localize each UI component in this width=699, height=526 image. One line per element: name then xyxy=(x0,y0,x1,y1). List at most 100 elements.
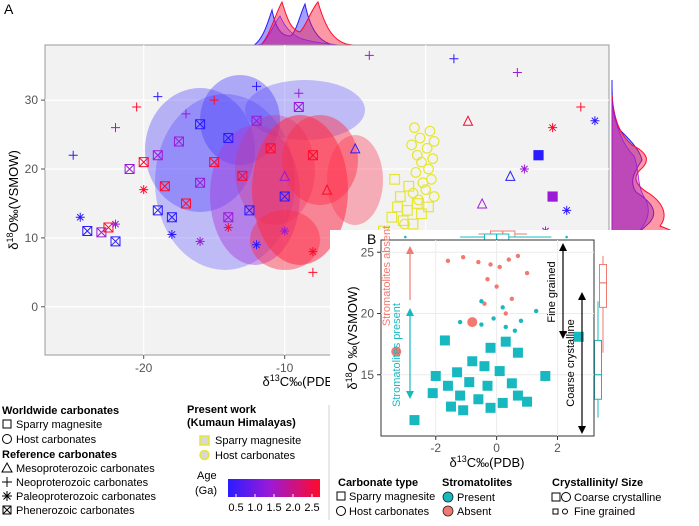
panel-b-point-present-coarse xyxy=(512,390,523,401)
present-work-point-square xyxy=(389,173,401,185)
present-work-point-circle xyxy=(399,218,410,230)
panel-b-ylabel-prefix: δ xyxy=(345,382,360,389)
reference-point-square-x xyxy=(209,157,220,168)
age-ticks: 0.5 1.0 1.5 2.0 2.5 xyxy=(228,494,320,514)
reference-point-plus xyxy=(153,92,163,102)
reference-point-square-x xyxy=(82,226,93,236)
panel-b-xlabel-sup: 13 xyxy=(457,454,467,464)
present-work-point-square xyxy=(407,218,419,230)
age-tick-label: 2.5 xyxy=(304,502,319,514)
panel-b-point-absent-fine xyxy=(515,253,521,259)
reference-point-square-x xyxy=(173,136,184,147)
reference-point-triangle xyxy=(349,142,361,154)
panel-b-top-boxplot xyxy=(404,230,568,241)
legend-b-coarse-square-icon xyxy=(551,492,561,502)
reference-point-asterisk xyxy=(252,240,261,250)
panel-a-ylabel-suffix: O‰(VSMOW) xyxy=(6,150,21,232)
reference-point-square-x xyxy=(159,181,170,192)
panel-a-xlabel-suffix: C‰(PDB) xyxy=(280,374,338,389)
present-work-point-circle xyxy=(423,163,434,175)
panel-b-point-present-coarse xyxy=(409,415,420,426)
stromatolites-present-annotation: Stromatolites present xyxy=(391,303,414,407)
legend-neo: Neoproterozoic carbonates xyxy=(16,477,149,489)
panel-b-point-absent-fine xyxy=(494,284,499,289)
reference-point-square-x xyxy=(307,150,318,161)
panel-b-grid xyxy=(381,240,594,436)
reference-point-plus xyxy=(576,102,586,112)
panel-a-ytick-label: 10 xyxy=(25,231,39,245)
svg-text:Fine grained: Fine grained xyxy=(546,261,558,322)
panel-b-point-absent-fine xyxy=(445,258,451,264)
panel-b-xtick-label: -2 xyxy=(430,441,441,455)
legend-b-fine: Fine grained xyxy=(574,506,635,518)
panel-b-xlabel: δ13C‰(PDB) xyxy=(449,454,524,470)
present-work-point-circle xyxy=(417,177,429,189)
reference-point-triangle xyxy=(279,170,291,181)
reference-point-square-x xyxy=(223,212,234,223)
present-work-point-square xyxy=(416,208,427,220)
legend-age-colorbar: Age (Ga) 0.5 1.0 1.5 2.0 2.5 xyxy=(195,470,320,514)
panel-b-point-present-coarse xyxy=(467,356,478,367)
panel-b-point-present-coarse xyxy=(442,380,453,391)
panel-a-label: A xyxy=(4,1,14,17)
reference-point-square-x xyxy=(195,177,206,188)
present-work-point-square xyxy=(403,180,415,192)
reference-point-plus xyxy=(308,267,318,277)
reference-point-asterisk xyxy=(590,116,600,126)
reference-point-square-x xyxy=(195,119,206,130)
svg-text:Stromatolites present: Stromatolites present xyxy=(391,303,403,407)
present-work-point-circle xyxy=(420,184,432,196)
fine-grained-annotation: Fine grained xyxy=(546,243,567,339)
panel-b-point-present-coarse xyxy=(427,388,438,399)
legend-reference-title: Reference carbonates xyxy=(2,449,117,461)
svg-text:Coarse crystalline: Coarse crystalline xyxy=(565,319,577,406)
age-tick-label: 1.5 xyxy=(266,502,281,514)
panel-b-point-present-coarse xyxy=(439,335,450,346)
legend-triangle-icon xyxy=(1,461,13,473)
reference-point-asterisk xyxy=(223,223,233,233)
legend-host: Host carbonates xyxy=(16,434,97,446)
reference-point-plus xyxy=(512,68,522,78)
top-density xyxy=(59,0,591,51)
panel-b-point-absent-fine xyxy=(524,270,530,276)
reference-point-asterisk xyxy=(75,212,85,222)
reference-point-plus xyxy=(449,54,459,64)
legend-b-fine-square-icon xyxy=(552,508,559,515)
panel-b-point-absent-coarse xyxy=(467,317,478,328)
reference-point-asterisk xyxy=(167,229,177,239)
panel-b-point-present-coarse xyxy=(485,402,496,413)
box-x-present-outlier xyxy=(404,235,407,239)
panel-b-point-absent-fine xyxy=(509,296,515,301)
panel-b-ytick-label: 20 xyxy=(361,307,375,321)
present-work-point-circle xyxy=(424,125,436,137)
panel-b-point-absent-fine xyxy=(460,254,466,260)
panel-b-xlabel-prefix: δ xyxy=(449,455,456,470)
reference-point-square xyxy=(533,150,544,161)
panel-b-ytick-label: 25 xyxy=(361,245,375,259)
panel-a-xtick-label: -20 xyxy=(135,361,153,375)
reference-point-asterisk xyxy=(548,123,558,133)
panel-b-point-present-coarse xyxy=(485,342,496,353)
panel-b-axes: -2 0 2 15 20 25 xyxy=(361,245,562,455)
panel-b-point-absent-fine xyxy=(482,301,487,306)
panel-a-ylabel-prefix: δ xyxy=(6,243,21,250)
panel-a-ytick-label: 0 xyxy=(31,300,38,314)
legend-worldwide-title: Worldwide carbonates xyxy=(2,405,119,417)
present-work-point-square xyxy=(411,198,423,209)
box-x-present-outlier xyxy=(565,235,568,239)
legend-b-type-title: Carbonate type xyxy=(338,477,418,489)
panel-b-points xyxy=(391,253,584,426)
panel-b-point-present-coarse xyxy=(540,370,551,381)
reference-point-square xyxy=(547,191,558,202)
reference-point-asterisk xyxy=(519,164,529,174)
legend-asterisk-icon xyxy=(2,491,12,501)
panel-b-point-present-fine xyxy=(479,322,484,327)
reference-point-triangle xyxy=(462,115,474,126)
present-work-point-circle xyxy=(409,122,420,134)
legend-present-title-2: (Kumaun Himalayas) xyxy=(187,417,296,429)
legend-b-square-icon xyxy=(336,491,346,501)
legend-b-present-icon xyxy=(442,491,454,503)
legend-b-cryst-title: Crystallinity/ Size xyxy=(552,477,643,489)
reference-point-asterisk xyxy=(111,219,120,229)
legend-paleo: Paleoproterozoic carbonates xyxy=(16,491,157,503)
